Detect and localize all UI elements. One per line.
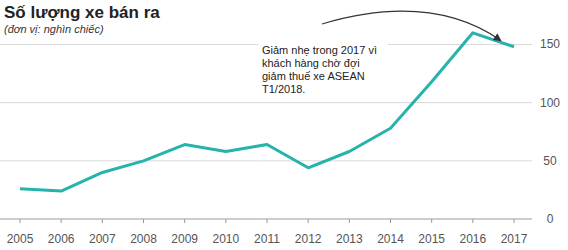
- y-tick-label: 100: [540, 96, 560, 110]
- x-tick: [431, 219, 432, 223]
- x-tick-label: 2016: [459, 232, 486, 246]
- annotation: Giảm nhẹ trong 2017 vìkhách hàng chờ đợi…: [262, 44, 377, 95]
- x-tick: [61, 219, 62, 223]
- x-tick-label: 2008: [130, 232, 157, 246]
- chart-container: Số lượng xe bán ra(đơn vị: nghìn chiếc) 0…: [0, 0, 568, 250]
- x-tick: [472, 219, 473, 223]
- x-tick-label: 2010: [212, 232, 239, 246]
- title: Số lượng xe bán ra: [4, 3, 160, 22]
- x-tick-label: 2017: [501, 232, 528, 246]
- y-tick-label: 0: [547, 212, 554, 226]
- x-tick: [184, 219, 185, 223]
- x-tick: [143, 219, 144, 223]
- y-tick-label: 150: [540, 37, 560, 51]
- x-tick: [267, 219, 268, 223]
- x-tick-label: 2011: [254, 232, 280, 246]
- annotation-arrow: [322, 11, 500, 40]
- grid-line: [0, 102, 532, 103]
- x-tick: [20, 219, 21, 223]
- grid-line: [0, 219, 532, 220]
- x-tick-label: 2012: [295, 232, 322, 246]
- plot-area: [20, 33, 514, 191]
- x-tick: [225, 219, 226, 223]
- x-tick-label: 2014: [377, 232, 404, 246]
- x-tick: [390, 219, 391, 223]
- chart-svg: Số lượng xe bán ra(đơn vị: nghìn chiếc) 0…: [0, 0, 568, 250]
- x-tick: [514, 219, 515, 223]
- x-tick-label: 2007: [89, 232, 116, 246]
- x-tick-label: 2005: [7, 232, 34, 246]
- x-tick-label: 2015: [418, 232, 445, 246]
- y-tick-label: 50: [543, 154, 557, 168]
- subtitle: (đơn vị: nghìn chiếc): [4, 23, 104, 35]
- x-tick-label: 2009: [171, 232, 198, 246]
- grid-line: [0, 160, 532, 161]
- x-tick-label: 2006: [48, 232, 75, 246]
- x-tick: [349, 219, 350, 223]
- x-tick-label: 2013: [336, 232, 363, 246]
- x-tick: [102, 219, 103, 223]
- x-tick: [308, 219, 309, 223]
- annotation-bg: [258, 42, 388, 98]
- data-line: [20, 33, 514, 191]
